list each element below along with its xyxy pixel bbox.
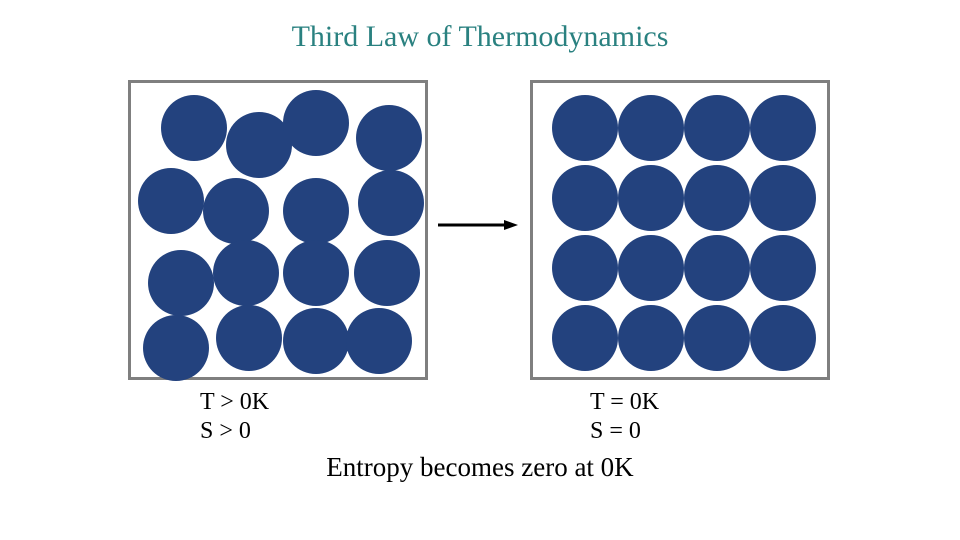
particle <box>684 305 750 371</box>
particle <box>356 105 422 171</box>
particle <box>161 95 227 161</box>
bottom-caption: Entropy becomes zero at 0K <box>0 452 960 483</box>
particle <box>138 168 204 234</box>
particle <box>552 235 618 301</box>
diagram-canvas: Third Law of Thermodynamics T > 0K S > 0… <box>0 0 960 540</box>
particle <box>618 235 684 301</box>
particle <box>148 250 214 316</box>
particle <box>354 240 420 306</box>
left-box-disordered <box>128 80 428 380</box>
particle <box>750 165 816 231</box>
particle <box>618 95 684 161</box>
particle <box>346 308 412 374</box>
particle <box>283 178 349 244</box>
particle <box>552 95 618 161</box>
page-title: Third Law of Thermodynamics <box>0 20 960 54</box>
particle <box>358 170 424 236</box>
particle <box>618 165 684 231</box>
particle <box>684 235 750 301</box>
particle <box>143 315 209 381</box>
particle <box>684 165 750 231</box>
particle <box>750 95 816 161</box>
particle <box>750 305 816 371</box>
particle <box>283 308 349 374</box>
particle <box>684 95 750 161</box>
particle <box>750 235 816 301</box>
particle <box>213 240 279 306</box>
left-box-caption: T > 0K S > 0 <box>200 388 269 446</box>
particle <box>618 305 684 371</box>
particle <box>216 305 282 371</box>
particle <box>283 240 349 306</box>
particle <box>552 165 618 231</box>
particle <box>552 305 618 371</box>
right-box-ordered <box>530 80 830 380</box>
right-box-caption: T = 0K S = 0 <box>590 388 659 446</box>
particle <box>283 90 349 156</box>
particle <box>203 178 269 244</box>
